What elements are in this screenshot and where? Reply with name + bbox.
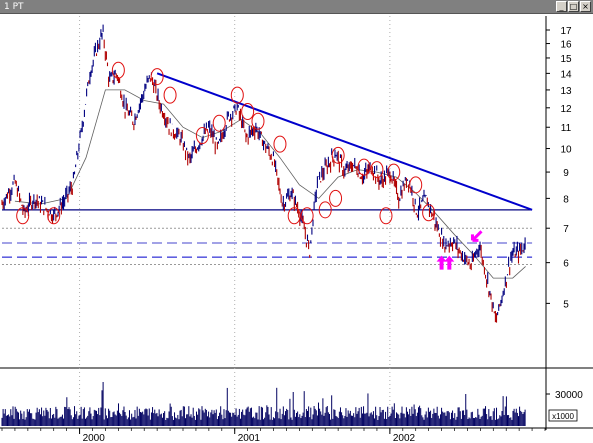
marker-circle-0 [16,207,30,225]
marker-circle-8 [241,103,255,121]
marker-circle-17 [370,161,384,179]
marker-circle-16 [357,158,371,176]
price-tick-label-10: 10 [560,145,572,156]
minimize-button[interactable]: _ [556,1,567,12]
chart-background [0,14,593,443]
price-tick-label-5: 5 [563,299,569,310]
marker-circle-2 [111,61,125,79]
volume-unit-box [548,409,578,422]
year-label-1: 2001 [238,433,261,443]
volume-panel: 30000 x1000 [1,382,583,426]
marker-circle-12 [300,207,314,225]
marker-circle-3 [150,68,164,86]
year-label-0: 2000 [83,433,106,443]
window-titlebar: 1 PT _ □ × [0,0,593,14]
price-tick-label-13: 13 [560,86,572,97]
maximize-button[interactable]: □ [568,1,579,12]
price-tick-label-14: 14 [560,69,572,80]
moving-average-line [14,89,526,279]
trend-lines [156,72,533,211]
price-bars-series [1,24,526,323]
marker-circle-7 [230,86,244,104]
marker-circle-19 [409,176,423,194]
volume-tick-label: 30000 [555,390,583,401]
price-tick-label-17: 17 [560,26,572,37]
marker-circle-4 [163,86,177,104]
price-tick-label-11: 11 [561,123,572,134]
marker-circle-5 [195,127,209,145]
arrow-down-icon-0 [470,230,483,242]
marker-circle-11 [287,207,301,225]
year-label-2: 2002 [393,433,416,443]
moving-average-series [14,89,526,279]
price-tick-label-15: 15 [560,54,572,65]
arrow-up-icon-0 [436,255,447,270]
price-tick-label-9: 9 [563,168,569,179]
price-axis: 5 6 7 8 9 10 11 12 13 14 15 16 17 [546,26,572,310]
time-axis: 2000 2001 2002 [1,428,546,443]
marker-circle-14 [329,189,343,207]
marker-circle-21 [422,204,436,222]
price-tick-label-7: 7 [563,224,569,235]
price-tick-label-12: 12 [560,104,572,115]
marker-circle-9 [251,112,265,130]
marker-circle-18 [387,163,401,181]
marker-circle-20 [379,207,393,225]
window-title: 1 PT [4,2,24,12]
marker-circle-1 [47,207,61,225]
marker-circle-15 [331,146,345,164]
marker-circle-6 [212,114,226,132]
marker-circle-10 [273,135,287,153]
chart-grid [79,16,391,428]
volume-unit-label: x1000 [552,412,574,421]
downtrend-line [156,72,533,211]
marker-circle-13 [318,201,332,219]
price-tick-label-16: 16 [560,40,572,51]
chart-markers [16,61,483,270]
chart-frame [0,14,593,443]
close-button[interactable]: × [580,1,591,12]
arrow-up-icon-1 [444,255,455,270]
price-tick-label-8: 8 [563,194,569,205]
price-tick-label-6: 6 [563,259,569,270]
